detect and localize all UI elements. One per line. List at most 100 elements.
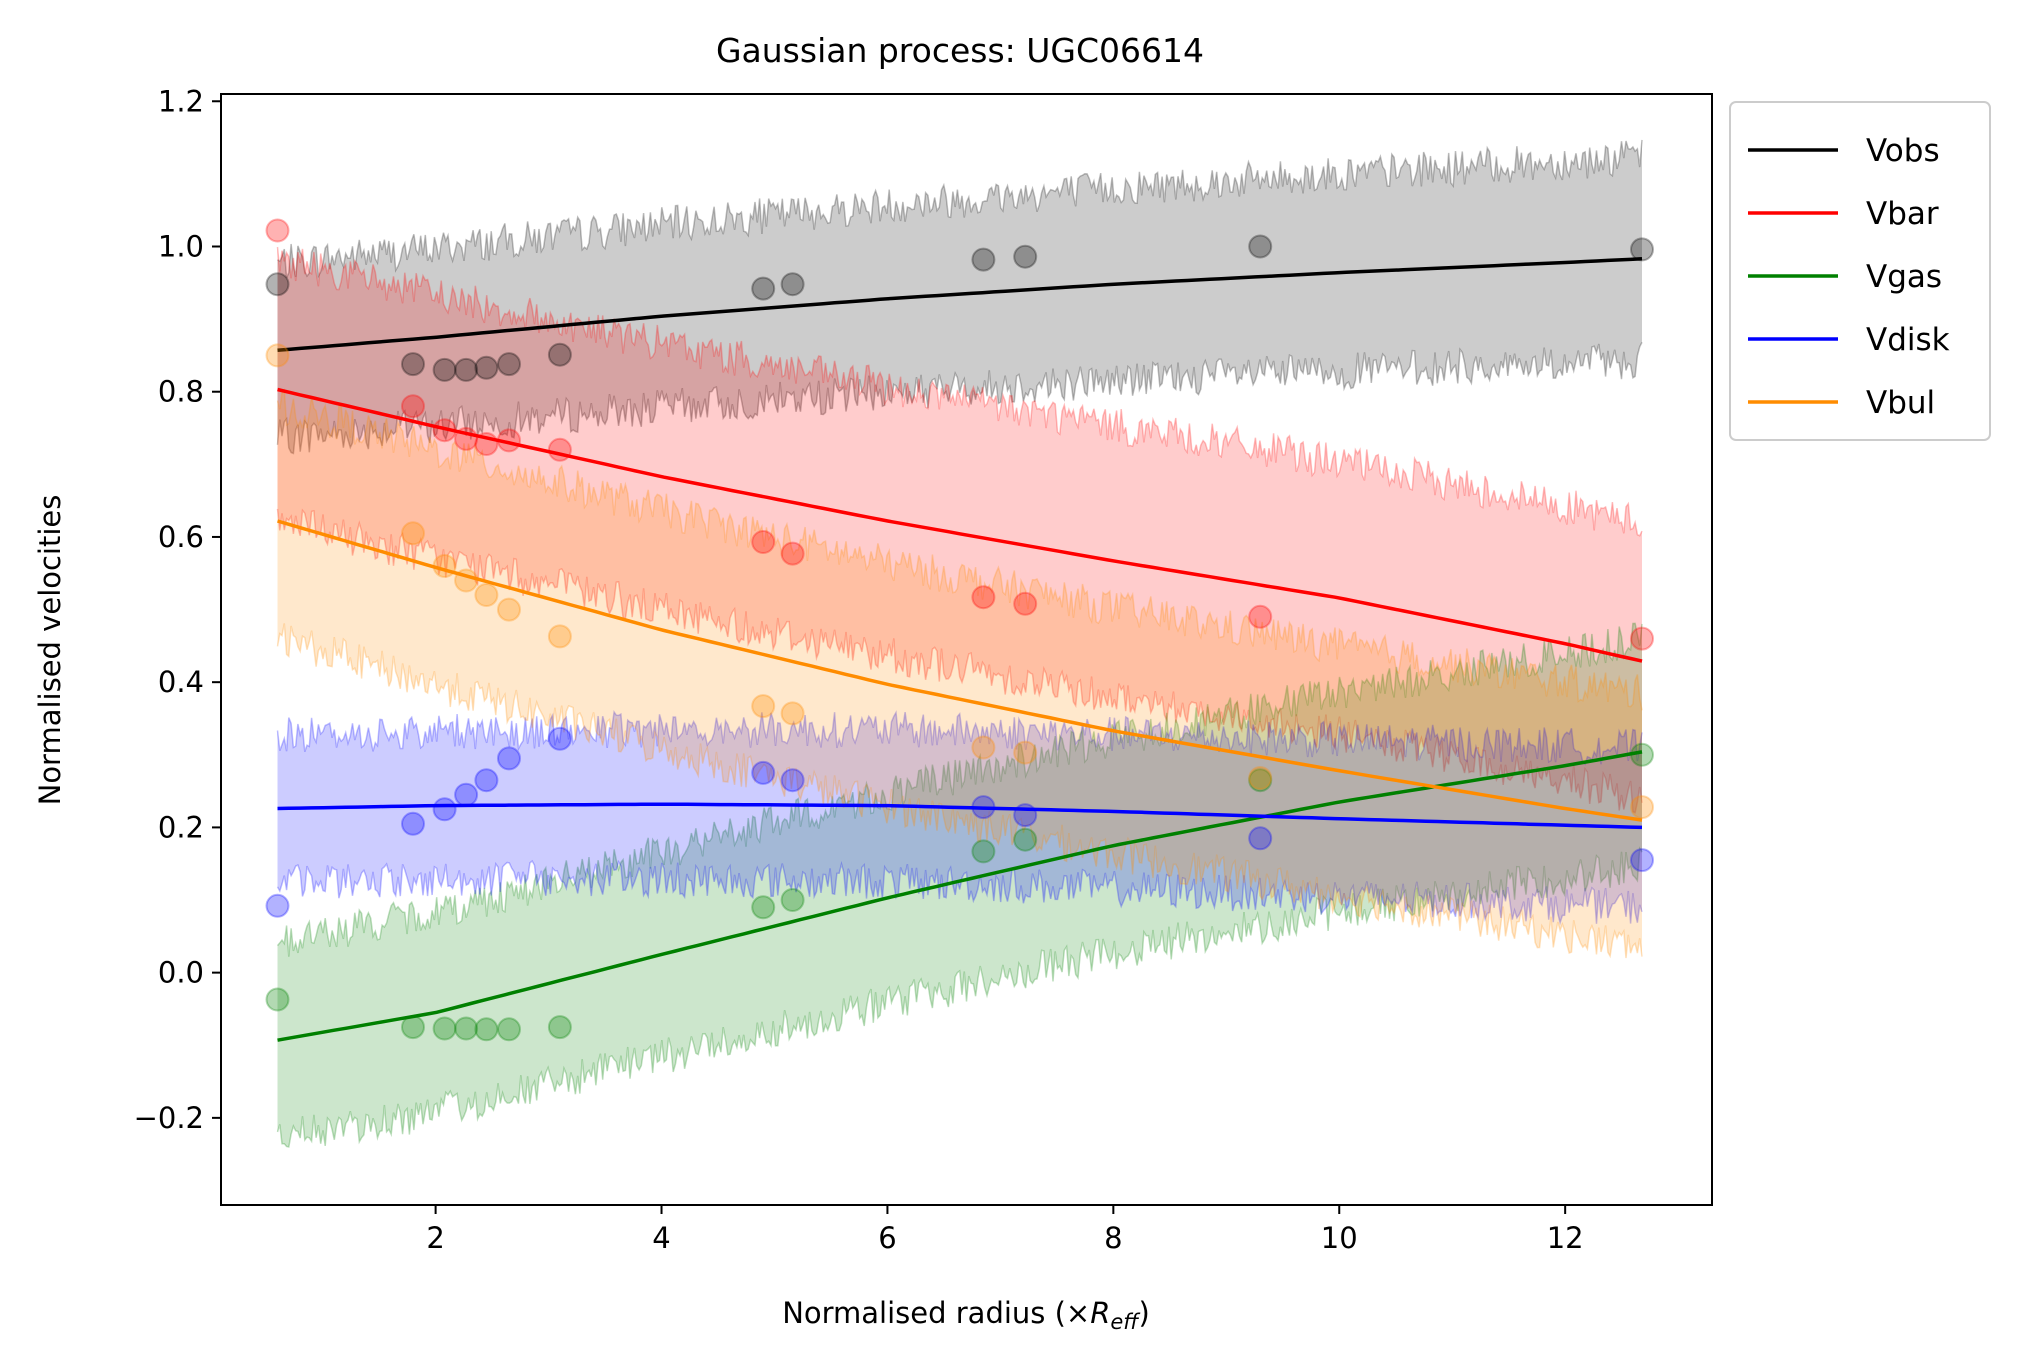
point-vbul (265, 343, 290, 368)
data-points (265, 218, 1654, 1042)
point-vdisk (432, 797, 457, 822)
point-vbar (401, 394, 425, 419)
point-vbul (547, 624, 572, 649)
point-vbul (474, 583, 499, 607)
point-vbar (1248, 604, 1273, 629)
point-vgas (497, 1017, 521, 1042)
point-vobs (971, 247, 996, 272)
point-vdisk (547, 726, 572, 751)
point-vbar (432, 418, 457, 443)
point-vbar (971, 585, 996, 610)
band-upper-vdisk (276, 709, 1643, 766)
point-vgas (1630, 742, 1654, 767)
point-vobs (497, 352, 521, 377)
y-axis-ticks: −0.2 0.0 0.2 0.4 0.6 0.8 1.0 1.2 (134, 84, 221, 1135)
x-tick-label: 2 (426, 1221, 444, 1255)
y-axis-label: Normalised velocities (33, 495, 67, 806)
band-upper-vobs (277, 139, 1643, 279)
x-tick-label: 10 (1321, 1221, 1358, 1255)
point-vbul (751, 694, 776, 719)
legend-label-vbar: Vbar (1866, 196, 1939, 232)
point-vbar (547, 437, 572, 462)
chart-title: Gaussian process: UGC06614 (716, 31, 1204, 70)
band-vbar (277, 247, 1642, 813)
y-tick-label: 0.8 (158, 375, 204, 409)
point-vbul (432, 554, 457, 578)
band-vobs (277, 139, 1642, 454)
uncertainty-bands (276, 139, 1643, 1148)
x-tick-label: 12 (1547, 1221, 1584, 1255)
band-lower-vobs (276, 341, 1643, 455)
point-vobs (432, 357, 457, 382)
point-vdisk (265, 893, 290, 918)
band-lower-vdisk (276, 859, 1643, 926)
legend-label-vgas: Vgas (1866, 259, 1942, 295)
band-vgas (277, 623, 1642, 1147)
band-upper-vbar (276, 246, 1643, 537)
band-lower-vbul (276, 623, 1643, 959)
mean-line-vdisk (277, 802, 1643, 830)
point-vdisk (780, 768, 805, 793)
mean-line-vgas (277, 750, 1643, 1042)
y-tick-label: −0.2 (134, 1101, 204, 1135)
point-vbul (454, 568, 479, 593)
legend: Vobs Vbar Vgas Vdisk Vbul (1729, 101, 1991, 441)
y-tick-label: 0.4 (158, 665, 204, 699)
point-vbar (780, 541, 805, 566)
x-axis-ticks: 2 4 6 8 10 12 (426, 1205, 1584, 1255)
y-tick-label: 0.6 (158, 520, 204, 554)
point-vgas (432, 1016, 457, 1041)
point-vgas (971, 839, 996, 864)
point-vobs (401, 352, 425, 377)
point-vbul (1248, 766, 1273, 790)
point-vobs (1248, 234, 1273, 259)
point-vgas (751, 895, 776, 920)
point-vbar (497, 428, 521, 453)
band-upper-vbul (276, 388, 1643, 711)
point-vgas (1248, 768, 1273, 793)
point-vobs (547, 342, 572, 367)
point-vbar (454, 426, 479, 451)
legend-frame (1729, 101, 1991, 441)
point-vbar (751, 530, 776, 554)
y-tick-label: 0.0 (158, 956, 204, 990)
plot-frame (220, 93, 1713, 1206)
point-vgas (547, 1015, 572, 1040)
mean-line-vbar (277, 387, 1643, 663)
point-vgas (474, 1017, 499, 1042)
point-vbul (401, 521, 425, 546)
mean-line-vobs (277, 257, 1643, 353)
point-vobs (265, 272, 290, 297)
point-vobs (1013, 244, 1038, 269)
point-vobs (474, 355, 499, 380)
legend-label-vobs: Vobs (1866, 133, 1940, 169)
point-vdisk (1248, 826, 1273, 851)
point-vdisk (497, 746, 521, 771)
point-vbul (1630, 795, 1654, 820)
mean-line-vbul (277, 519, 1643, 822)
y-tick-label: 0.2 (158, 810, 204, 844)
point-vbul (971, 735, 996, 760)
point-vbar (265, 218, 290, 243)
y-tick-label: 1.2 (158, 84, 204, 118)
point-vbar (474, 432, 499, 456)
point-vdisk (751, 760, 776, 785)
point-vgas (1013, 827, 1038, 852)
legend-label-vdisk: Vdisk (1866, 322, 1950, 358)
point-vgas (401, 1015, 425, 1040)
mean-lines (277, 257, 1643, 1042)
point-vobs (1630, 237, 1654, 262)
x-tick-label: 4 (652, 1221, 670, 1255)
point-vdisk (454, 782, 479, 807)
x-axis-label: Normalised radius (×Reff) (782, 1296, 1150, 1334)
point-vdisk (1630, 848, 1654, 873)
point-vbar (1630, 626, 1654, 651)
point-vbul (497, 597, 521, 622)
point-vdisk (474, 768, 499, 793)
point-vobs (780, 272, 805, 297)
point-vbul (780, 701, 805, 726)
point-vobs (751, 276, 776, 301)
band-lower-vbar (276, 508, 1643, 814)
x-tick-label: 6 (878, 1221, 896, 1255)
